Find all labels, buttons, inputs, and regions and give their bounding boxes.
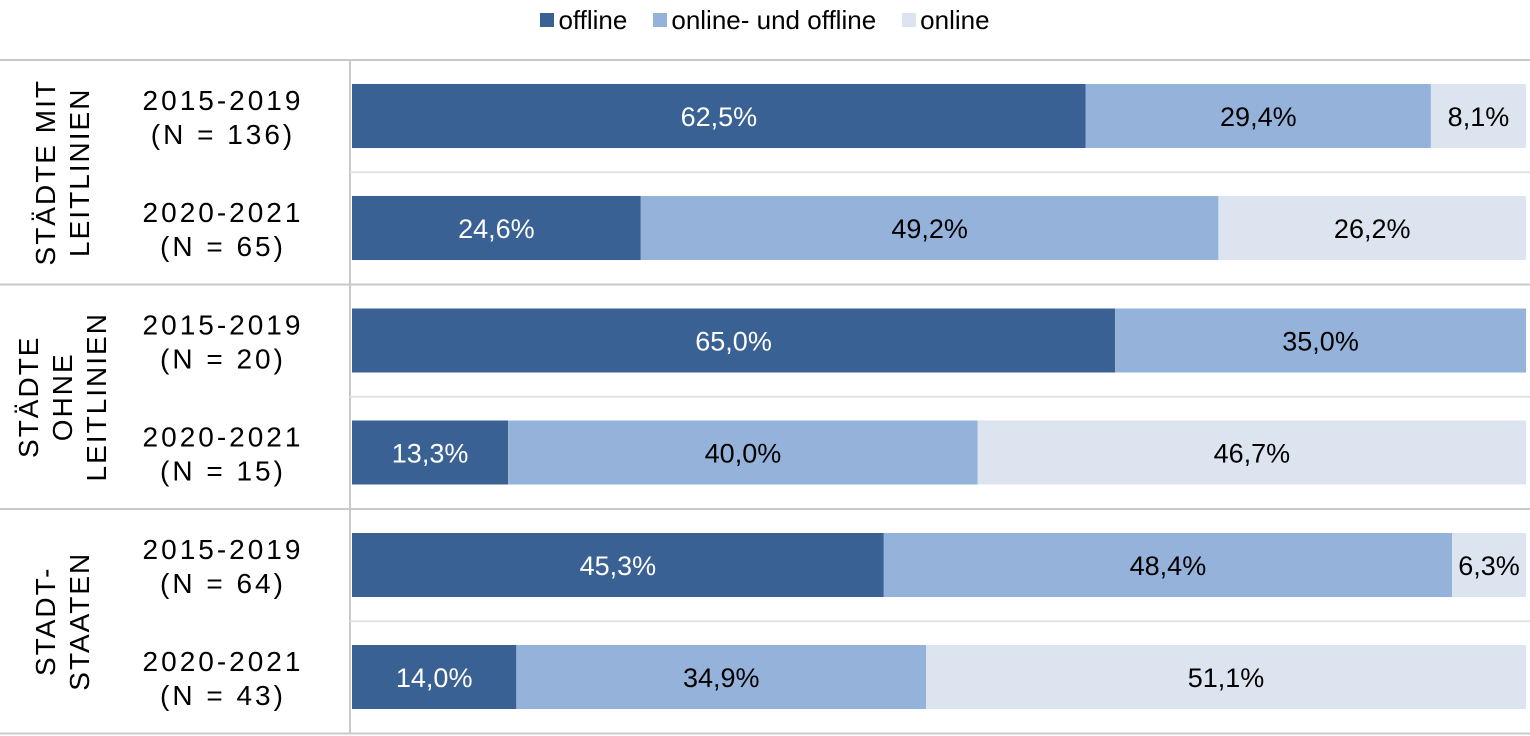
data-label: 29,4% bbox=[1220, 102, 1297, 132]
row-label: 2015-2019 bbox=[143, 534, 304, 565]
group-label-line: LEITLINIEN bbox=[81, 312, 112, 481]
row-label: 2015-2019 bbox=[143, 85, 304, 116]
data-label: 13,3% bbox=[392, 439, 469, 469]
data-label: 14,0% bbox=[396, 663, 473, 693]
data-label: 46,7% bbox=[1214, 439, 1291, 469]
legend-label-online-und-offline: online- und offline bbox=[671, 4, 877, 35]
legend-swatch-online bbox=[902, 13, 917, 27]
row-label: (N = 43) bbox=[160, 680, 286, 711]
legend-item-online-und-offline: online- und offline bbox=[653, 5, 876, 36]
group-label: STÄDTE MIT LEITLINIEN bbox=[30, 79, 95, 265]
bar-segment-offline bbox=[352, 533, 884, 597]
group-label-line: OHNE bbox=[47, 352, 78, 441]
legend-swatch-offline bbox=[540, 13, 555, 27]
bar-segment-offline bbox=[352, 308, 1116, 373]
row-label: (N = 136) bbox=[151, 119, 296, 150]
legend-label-offline: offline bbox=[558, 4, 628, 35]
row-label: 2015-2019 bbox=[143, 310, 304, 341]
bar-segment-online bbox=[1218, 196, 1526, 260]
data-label: 35,0% bbox=[1282, 327, 1359, 357]
data-label: 62,5% bbox=[681, 102, 758, 132]
group-label-line: STÄDTE MIT bbox=[30, 79, 61, 265]
data-label: 65,0% bbox=[695, 327, 772, 357]
bar-segment-online-und-offline bbox=[640, 196, 1219, 260]
row-label: (N = 65) bbox=[160, 231, 286, 262]
group-label-line: STAATEN bbox=[64, 552, 95, 691]
bar-segment-online-und-offline bbox=[1115, 308, 1526, 373]
data-label: 51,1% bbox=[1188, 663, 1265, 693]
data-label: 6,3% bbox=[1458, 551, 1520, 581]
data-label: 49,2% bbox=[891, 214, 968, 244]
group-label: STÄDTE OHNE LEITLINIEN bbox=[13, 312, 112, 481]
legend-label-online: online bbox=[920, 4, 990, 35]
bar-segment-offline bbox=[352, 645, 517, 709]
chart-legend: offline online- und offline online bbox=[0, 0, 1530, 40]
legend-item-online: online bbox=[902, 4, 990, 36]
bar-segment-online-und-offline bbox=[516, 645, 927, 709]
bar-segment-online-und-offline bbox=[508, 420, 978, 485]
group-label-line: STADT- bbox=[30, 567, 61, 676]
bar-segment-online bbox=[926, 645, 1526, 709]
legend-item-offline: offline bbox=[540, 5, 627, 36]
legend-swatch-online-und-offline bbox=[653, 13, 668, 27]
data-label: 34,9% bbox=[683, 663, 760, 693]
bar-segment-offline bbox=[352, 420, 509, 485]
group-label-line: STÄDTE bbox=[13, 336, 44, 458]
data-label: 45,3% bbox=[580, 551, 657, 581]
group-label-line: LEITLINIEN bbox=[64, 88, 95, 257]
data-label: 40,0% bbox=[705, 439, 782, 469]
bar-segment-online-und-offline bbox=[1085, 84, 1431, 148]
data-label: 48,4% bbox=[1130, 551, 1207, 581]
bar-segment-online bbox=[1452, 533, 1526, 597]
data-label: 24,6% bbox=[458, 214, 535, 244]
row-label: 2020-2021 bbox=[143, 646, 304, 677]
bar-segment-offline bbox=[352, 196, 641, 260]
data-label: 8,1% bbox=[1448, 102, 1510, 132]
bar-segment-online bbox=[1430, 84, 1526, 148]
data-label: 26,2% bbox=[1334, 214, 1411, 244]
row-label: (N = 64) bbox=[160, 568, 286, 599]
bar-segment-offline bbox=[352, 84, 1086, 148]
group-label: STADT- STAATEN bbox=[30, 552, 95, 691]
row-label: (N = 20) bbox=[160, 344, 286, 375]
bar-segment-online bbox=[977, 420, 1526, 485]
row-label: 2020-2021 bbox=[143, 422, 304, 453]
row-label: 2020-2021 bbox=[143, 197, 304, 228]
bar-segment-online-und-offline bbox=[883, 533, 1453, 597]
row-label: (N = 15) bbox=[160, 456, 286, 487]
